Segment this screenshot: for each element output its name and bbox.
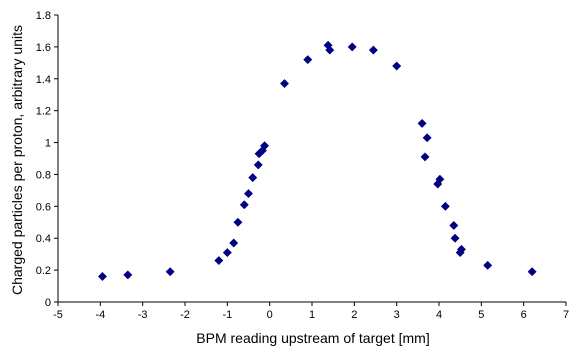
data-point	[222, 248, 232, 258]
y-tick-label: 1.8	[36, 10, 51, 22]
data-point	[165, 267, 175, 277]
y-tick-label: 1	[45, 138, 51, 150]
axes	[54, 14, 567, 306]
y-tick-label: 0.4	[36, 233, 51, 245]
y-tick-label: 1.6	[36, 42, 51, 54]
data-point	[123, 270, 133, 280]
data-point	[214, 255, 224, 266]
data-point	[239, 200, 249, 210]
data-point	[417, 118, 427, 128]
x-tick-label: 2	[351, 309, 357, 321]
y-tick-label: 1.2	[36, 106, 51, 118]
x-tick-label: 3	[394, 309, 400, 321]
y-axis-label: Charged particles per proton, arbitrary …	[9, 25, 25, 295]
data-point	[303, 55, 313, 65]
data-point	[440, 201, 450, 211]
x-tick-label: -1	[222, 309, 232, 321]
x-tick-label: 0	[267, 309, 273, 321]
data-point	[347, 42, 357, 52]
data-point	[449, 220, 459, 231]
data-points	[97, 40, 537, 282]
data-point	[422, 133, 432, 143]
data-point	[420, 152, 430, 162]
y-tick-label: 0	[45, 297, 51, 309]
data-point	[260, 141, 270, 151]
x-tick-label: 6	[521, 309, 527, 321]
data-point	[483, 260, 493, 270]
data-point	[97, 271, 108, 282]
data-point	[253, 160, 263, 170]
data-point	[392, 61, 402, 71]
data-point	[456, 244, 466, 254]
y-tick-label: 1.4	[36, 74, 51, 86]
data-point	[527, 267, 537, 277]
y-tick-label: 0.2	[36, 265, 51, 277]
x-tick-label: -5	[53, 309, 63, 321]
data-point	[368, 45, 378, 55]
x-tick-label: -3	[138, 309, 148, 321]
y-tick-label: 0.8	[36, 169, 51, 181]
x-tick-label: 1	[309, 309, 315, 321]
x-tick-label: 4	[436, 309, 442, 321]
data-point	[450, 233, 460, 243]
x-tick-label: -2	[180, 309, 190, 321]
data-point	[279, 79, 290, 89]
data-point	[325, 45, 335, 55]
data-point	[233, 217, 243, 227]
data-point	[243, 189, 254, 199]
data-point	[248, 173, 258, 183]
tick-labels: -5 -4 -3 -2 -1 0 1 2 3 4 5 6 7 0 0.2 0.4 0.6 0.8 1 1.2 1.4 1.…	[36, 10, 569, 321]
data-point	[435, 174, 445, 184]
y-tick-label: 0.6	[36, 201, 51, 213]
x-tick-label: 7	[563, 309, 569, 321]
x-tick-label: -4	[95, 309, 105, 321]
data-point	[229, 238, 239, 248]
x-tick-label: 5	[478, 309, 484, 321]
x-axis-label: BPM reading upstream of target [mm]	[196, 330, 429, 346]
